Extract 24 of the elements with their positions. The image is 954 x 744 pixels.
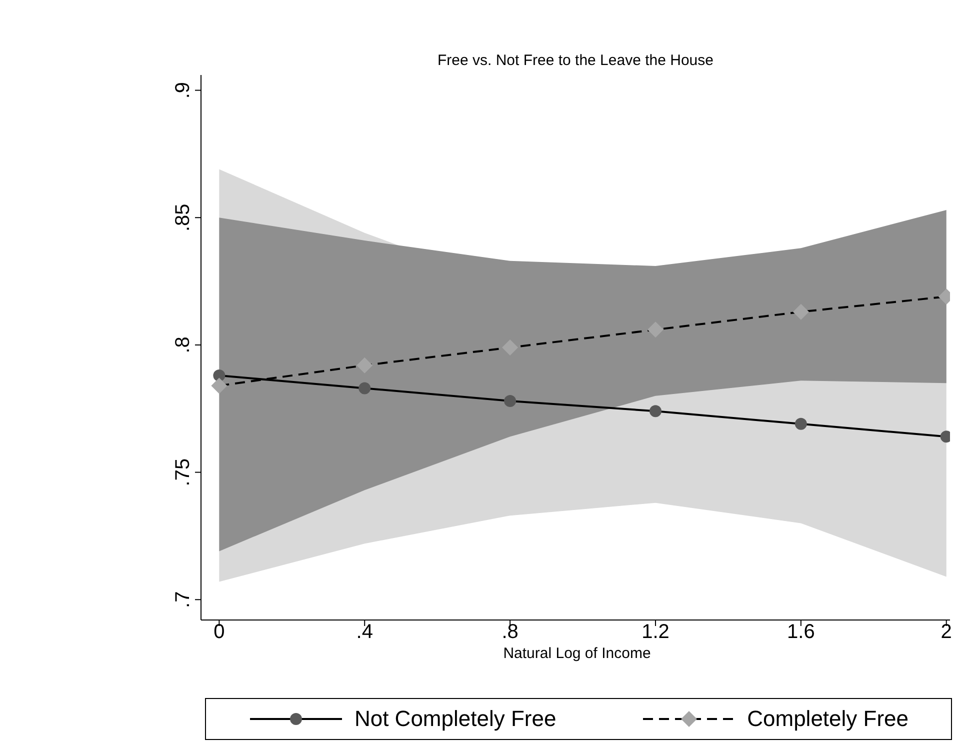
y-tick-label: .75 — [172, 458, 194, 486]
x-tick-label: .8 — [502, 621, 518, 644]
legend-label: Completely Free — [747, 706, 909, 732]
point — [794, 418, 807, 430]
legend-label: Not Completely Free — [354, 706, 556, 732]
y-tick-label: .9 — [172, 82, 194, 99]
x-tick-label: .4 — [356, 621, 373, 644]
point — [358, 382, 371, 394]
point — [504, 394, 516, 407]
y-tick-label: .7 — [172, 591, 194, 608]
point — [649, 405, 662, 418]
point — [502, 340, 518, 356]
point — [211, 378, 228, 394]
point — [792, 304, 809, 320]
point — [647, 322, 664, 338]
x-tick-label: 1.2 — [642, 621, 670, 644]
x-axis-title: Natural Log of Income — [502, 645, 652, 662]
x-tick-label: 0 — [214, 621, 225, 644]
y-tick-label: .8 — [172, 336, 194, 354]
x-tick-label: 2 — [940, 621, 952, 644]
point — [356, 357, 373, 374]
x-tick-label: 1.6 — [787, 621, 815, 644]
y-tick-label: .85 — [172, 204, 194, 232]
chart-title: Free vs. Not Free to the Leave the House — [436, 52, 714, 69]
